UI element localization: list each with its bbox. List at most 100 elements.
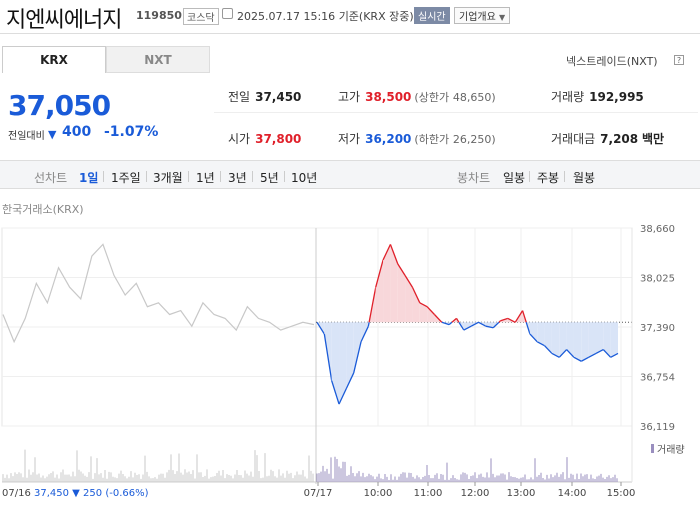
down-area bbox=[339, 322, 347, 405]
x-tick-label: 14:00 bbox=[558, 488, 587, 499]
down-line-segment bbox=[485, 325, 494, 329]
tab-nxt[interactable]: NXT bbox=[106, 46, 210, 73]
period-3y[interactable]: 3년 bbox=[228, 171, 247, 185]
x-tick-label: 10:00 bbox=[364, 488, 393, 499]
chart-range-bar: 선차트 1일 1주일 3개월 1년 3년 5년 10년 봉차트 일봉 주봉 월봉 bbox=[0, 160, 700, 189]
x-tick-label: 07/17 bbox=[304, 488, 333, 499]
down-area bbox=[529, 322, 538, 342]
down-line-segment bbox=[360, 325, 369, 343]
period-10y[interactable]: 10년 bbox=[291, 171, 318, 185]
up-line-segment bbox=[419, 302, 428, 308]
down-area bbox=[551, 322, 560, 358]
stat-low: 저가 36,200 (하한가 26,250) bbox=[338, 132, 496, 146]
down-area bbox=[588, 322, 596, 358]
down-line-segment bbox=[610, 352, 619, 358]
candle-monthly[interactable]: 월봉 bbox=[573, 171, 596, 185]
stock-header: 지엔씨에너지 119850 코스닥 2025.07.17 15:16 기준(KR… bbox=[0, 0, 700, 34]
prev-day-change-percent: (-0.66%) bbox=[105, 488, 148, 499]
down-line-segment bbox=[551, 352, 560, 358]
stat-high: 고가 38,500 (상한가 48,650) bbox=[338, 90, 496, 104]
up-line-segment bbox=[382, 244, 392, 261]
down-line-segment bbox=[345, 372, 355, 389]
y-tick-label: 38,025 bbox=[640, 274, 675, 285]
down-line-segment bbox=[458, 321, 465, 331]
company-name: 지엔씨에너지 bbox=[6, 8, 122, 33]
down-line-segment bbox=[595, 348, 604, 355]
down-area bbox=[537, 322, 545, 346]
up-area bbox=[405, 275, 413, 323]
down-triangle-icon: ▼ bbox=[72, 488, 80, 499]
down-area bbox=[573, 322, 582, 362]
prev-day-close: 37,450 bbox=[34, 488, 72, 499]
up-line-segment bbox=[389, 244, 399, 265]
up-area bbox=[390, 244, 398, 323]
candle-weekly[interactable]: 주봉 bbox=[537, 171, 560, 185]
down-line-segment bbox=[323, 333, 333, 381]
up-line-segment bbox=[375, 259, 384, 288]
down-line-segment bbox=[558, 349, 568, 358]
x-tick-label: 13:00 bbox=[507, 488, 536, 499]
candle-daily[interactable]: 일봉 bbox=[503, 171, 526, 185]
up-line-segment bbox=[498, 320, 501, 323]
down-line-segment bbox=[588, 352, 597, 358]
down-line-segment bbox=[566, 349, 575, 358]
up-line-segment bbox=[521, 310, 527, 323]
up-area bbox=[419, 302, 428, 323]
nextrade-link[interactable]: 넥스트레이드(NXT) bbox=[566, 55, 658, 68]
period-3m[interactable]: 3개월 bbox=[153, 171, 183, 185]
down-line-segment bbox=[536, 341, 545, 347]
up-line-segment bbox=[514, 310, 524, 323]
x-tick-label: 11:00 bbox=[414, 488, 443, 499]
period-1w[interactable]: 1주일 bbox=[111, 171, 141, 185]
up-line-segment bbox=[455, 318, 460, 323]
up-line-segment bbox=[368, 287, 377, 323]
company-info-button[interactable]: 기업개요 ▼ bbox=[454, 7, 511, 24]
up-area bbox=[375, 259, 384, 323]
clock-icon bbox=[222, 8, 233, 19]
price-change-percent: -1.07% bbox=[104, 124, 159, 140]
down-area bbox=[595, 322, 604, 354]
down-line-segment bbox=[602, 349, 612, 358]
period-1y[interactable]: 1년 bbox=[196, 171, 215, 185]
up-area bbox=[397, 263, 406, 323]
stat-open: 시가 37,800 bbox=[228, 132, 302, 146]
line-chart-label: 선차트 bbox=[34, 171, 68, 185]
down-line-segment bbox=[353, 341, 362, 374]
down-area bbox=[331, 322, 340, 405]
question-icon[interactable]: ? bbox=[674, 55, 684, 65]
up-line-segment bbox=[433, 314, 443, 323]
up-line-segment bbox=[451, 317, 457, 323]
prev-day-summary: 37,450 ▼ 250 (-0.66%) bbox=[34, 488, 149, 499]
down-line-segment bbox=[529, 333, 538, 343]
down-area bbox=[463, 322, 472, 331]
down-line-segment bbox=[478, 321, 487, 327]
chevron-down-icon: ▼ bbox=[499, 13, 506, 22]
price-chart[interactable]: 38,660 38,025 37,390 36,754 36,119 거래량 07/16… bbox=[0, 200, 700, 505]
change-label: 전일대비 bbox=[8, 131, 45, 142]
down-line-segment bbox=[441, 321, 450, 326]
x-tick-label: 07/16 bbox=[2, 488, 31, 499]
stock-code: 119850 bbox=[136, 9, 182, 22]
current-price: 37,050 bbox=[8, 89, 111, 122]
y-tick-label: 38,660 bbox=[640, 224, 675, 235]
tab-krx[interactable]: KRX bbox=[2, 46, 106, 73]
stats-divider bbox=[214, 112, 698, 113]
up-line-segment bbox=[411, 286, 421, 304]
stat-prev-close: 전일 37,450 bbox=[228, 90, 302, 104]
price-change: 400 bbox=[62, 124, 92, 140]
down-line-segment bbox=[316, 321, 325, 335]
prev-day-change: 250 bbox=[80, 488, 105, 499]
period-1d[interactable]: 1일 bbox=[79, 171, 99, 185]
realtime-badge: 실시간 bbox=[414, 7, 450, 24]
market-badge: 코스닥 bbox=[183, 8, 219, 25]
down-area bbox=[603, 322, 611, 358]
candle-chart-label: 봉차트 bbox=[457, 171, 491, 185]
down-line-segment bbox=[331, 380, 340, 405]
down-triangle-icon: ▼ bbox=[48, 128, 57, 141]
down-line-segment bbox=[448, 321, 453, 326]
x-tick-label: 12:00 bbox=[461, 488, 490, 499]
down-line-segment bbox=[367, 322, 370, 327]
stat-volume: 거래량 192,995 bbox=[551, 90, 644, 104]
period-5y[interactable]: 5년 bbox=[260, 171, 279, 185]
up-line-segment bbox=[507, 317, 516, 323]
